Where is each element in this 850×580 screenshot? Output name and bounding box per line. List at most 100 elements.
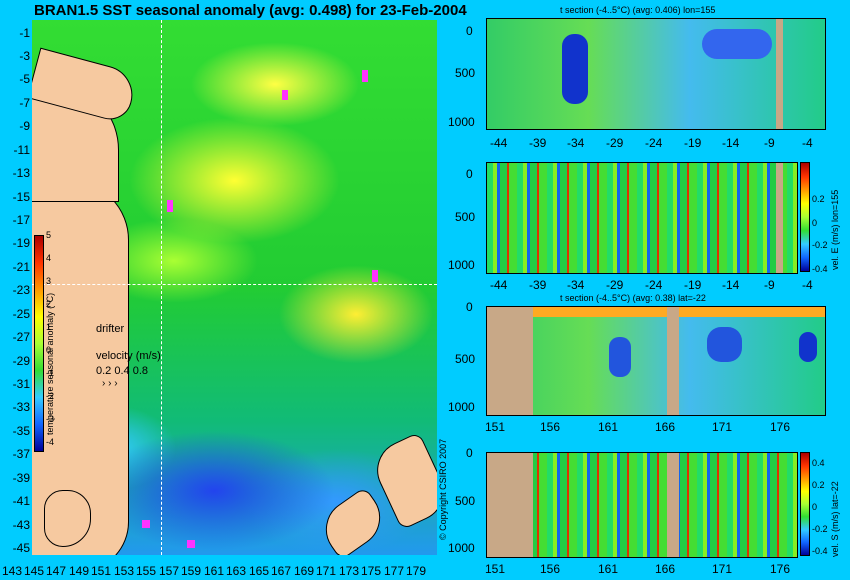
new-zealand-south-island	[314, 486, 392, 555]
xtick: -19	[684, 278, 702, 292]
lat-label: -33	[12, 400, 30, 414]
lon-label: 157	[159, 564, 180, 578]
xtick: 156	[540, 562, 561, 576]
coastal-land-mask	[487, 307, 533, 415]
cbar-tick: 2	[46, 299, 52, 309]
cold-anomaly-blob	[799, 332, 817, 362]
land-mask	[776, 163, 783, 273]
cold-anomaly-blob	[562, 34, 588, 104]
lon-label: 171	[316, 564, 337, 578]
lat-label: -43	[12, 518, 30, 532]
cbar-tick: -0.2	[812, 524, 828, 534]
lat-label: -1	[19, 26, 30, 40]
xtick: 171	[712, 562, 733, 576]
cbar-tick: -0.4	[812, 546, 828, 556]
ytick: 1000	[448, 258, 475, 272]
xtick: -4	[802, 136, 813, 150]
xtick: 161	[598, 562, 619, 576]
xtick: 176	[770, 420, 791, 434]
vel-e-section-panel[interactable]	[486, 162, 798, 274]
cbar-tick: -2	[46, 391, 55, 401]
crosshair-vertical	[161, 20, 162, 555]
lat-label: -25	[12, 307, 30, 321]
lon-label: 167	[271, 564, 292, 578]
velocity-label: velocity (m/s)	[96, 350, 161, 362]
cbar-tick: 5	[46, 230, 52, 240]
vel-s-colorbar	[800, 452, 810, 556]
cbar-tick: -0.2	[812, 240, 828, 250]
xtick: 176	[770, 562, 791, 576]
lat-label: -11	[13, 143, 30, 157]
vel-e-colorbar-label: vel. E (m/s) lon=155	[830, 189, 840, 270]
xtick: -44	[490, 136, 508, 150]
t-section-lon-panel[interactable]	[486, 18, 826, 130]
sst-map[interactable]: 5 4 3 2 1 0 -1 -2 -3 -4 temperature seas…	[32, 20, 437, 555]
xtick: 151	[485, 420, 506, 434]
drifter-marker	[187, 540, 195, 548]
xtick: -9	[764, 136, 775, 150]
lat-label: -19	[12, 236, 30, 250]
australia-landmass	[32, 180, 129, 555]
xtick: -24	[645, 278, 663, 292]
cold-anomaly-blob	[609, 337, 631, 377]
xtick: 151	[485, 562, 506, 576]
lat-label: -9	[19, 119, 30, 133]
coastal-land-mask	[487, 453, 533, 557]
vel-e-colorbar	[800, 162, 810, 272]
lat-label: -45	[12, 541, 30, 555]
cbar-tick: -3	[46, 414, 55, 424]
lon-label: 153	[114, 564, 135, 578]
lon-label: 149	[69, 564, 90, 578]
lon-label: 151	[91, 564, 112, 578]
ytick: 1000	[448, 115, 475, 129]
lat-label: -39	[12, 471, 30, 485]
cbar-tick: 0	[46, 345, 52, 355]
cbar-tick: 0	[812, 502, 818, 512]
velocity-scale: 0.2 0.4 0.8	[96, 365, 148, 377]
cbar-tick: 0	[812, 218, 818, 228]
cbar-tick: -0.4	[812, 264, 828, 274]
ytick: 500	[455, 494, 476, 508]
cold-anomaly-blob	[702, 29, 772, 59]
lon-label: 165	[249, 564, 270, 578]
island-land-mask	[667, 453, 679, 557]
lat-label: -21	[12, 260, 30, 274]
ytick: 500	[455, 66, 476, 80]
drifter-marker	[282, 90, 288, 100]
crosshair-horizontal	[32, 284, 437, 285]
xtick: -14	[722, 278, 740, 292]
copyright-label: © Copyright CSIRO 2007	[438, 438, 448, 540]
panel-3-title: t section (-4..5°C) (avg: 0.38) lat=-22	[560, 293, 706, 303]
panel-1-title: t section (-4..5°C) (avg: 0.406) lon=155	[560, 5, 716, 15]
lon-label: 143	[2, 564, 23, 578]
map-colorbar	[34, 235, 44, 452]
cbar-tick: 1	[46, 322, 52, 332]
xtick: 166	[655, 420, 676, 434]
ytick: 0	[466, 446, 473, 460]
drifter-marker	[142, 520, 150, 528]
ytick: 500	[455, 210, 476, 224]
lat-label: -13	[12, 166, 30, 180]
cold-anomaly-blob	[707, 327, 742, 362]
cbar-tick: 3	[46, 276, 52, 286]
cbar-tick: 0.2	[812, 194, 825, 204]
lon-label: 179	[406, 564, 427, 578]
lat-label: -29	[12, 354, 30, 368]
lon-label: 147	[46, 564, 67, 578]
t-section-lat-panel[interactable]	[486, 306, 826, 416]
vel-s-section-panel[interactable]	[486, 452, 798, 558]
drifter-marker	[372, 270, 378, 282]
lat-label: -5	[19, 72, 30, 86]
lat-label: -3	[19, 49, 30, 63]
lat-label: -41	[12, 494, 30, 508]
xtick: -39	[529, 136, 547, 150]
lon-label: 163	[226, 564, 247, 578]
cbar-tick: -4	[46, 437, 55, 447]
lon-label: 155	[136, 564, 157, 578]
ytick: 1000	[448, 541, 475, 555]
xtick: -29	[606, 136, 624, 150]
ytick: 0	[466, 167, 473, 181]
xtick: 161	[598, 420, 619, 434]
land-mask	[776, 19, 783, 129]
xtick: -34	[567, 136, 585, 150]
